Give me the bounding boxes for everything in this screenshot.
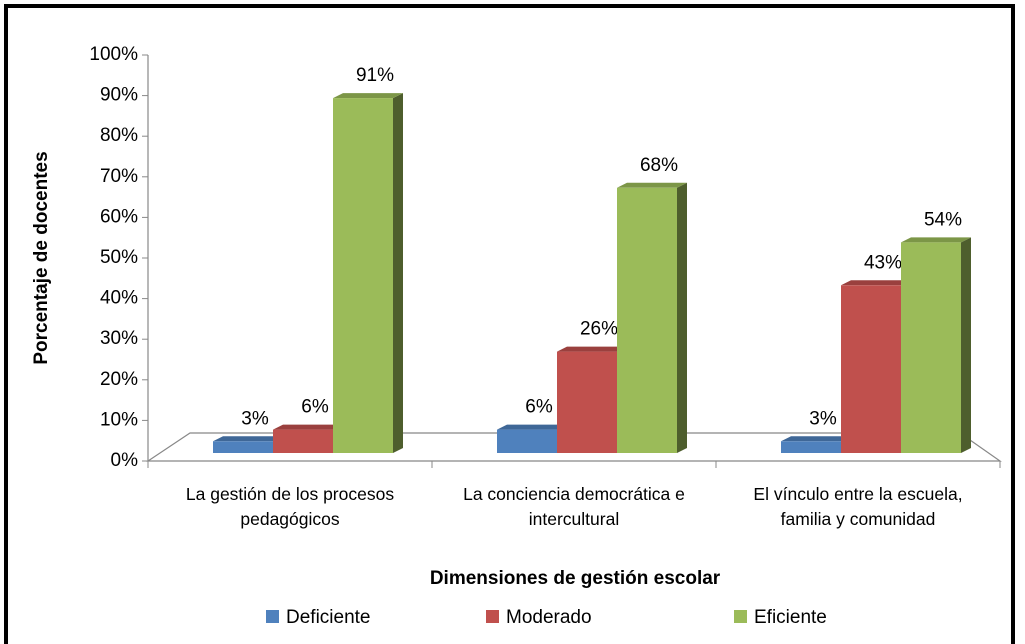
bar: [781, 436, 851, 453]
x-tick-label: La conciencia democrática e intercultura…: [463, 484, 685, 529]
legend-swatch: [734, 610, 747, 623]
bar: [557, 346, 627, 453]
bar: [333, 93, 403, 453]
bar: [273, 424, 343, 453]
x-tick-label: El vínculo entre la escuela, familia y c…: [753, 484, 963, 529]
legend-label: Eficiente: [754, 607, 827, 628]
data-label: 43%: [864, 252, 902, 273]
y-tick-label: 20%: [100, 369, 138, 390]
y-tick-label: 90%: [100, 85, 138, 106]
legend-swatch: [266, 610, 279, 623]
data-label: 91%: [356, 65, 394, 86]
x-axis-title: Dimensiones de gestión escolar: [430, 568, 721, 589]
data-label: 26%: [580, 319, 618, 340]
data-label: 6%: [301, 397, 329, 418]
data-label: 68%: [640, 155, 678, 176]
legend-label: Deficiente: [286, 607, 371, 628]
y-tick-label: 80%: [100, 125, 138, 146]
frame: [4, 4, 1015, 644]
y-tick-label: 30%: [100, 328, 138, 349]
bar: [617, 182, 687, 454]
bar: [841, 280, 911, 453]
y-tick-label: 10%: [100, 409, 138, 430]
y-tick-label: 50%: [100, 247, 138, 268]
legend-label: Moderado: [506, 607, 592, 628]
y-tick-label: 70%: [100, 166, 138, 187]
data-label: 6%: [525, 397, 553, 418]
data-label: 54%: [924, 209, 962, 230]
y-tick-label: 60%: [100, 206, 138, 227]
legend-swatch: [486, 610, 499, 623]
bar: [213, 436, 283, 453]
y-tick-label: 40%: [100, 288, 138, 309]
y-tick-label: 0%: [111, 450, 139, 471]
data-label: 3%: [809, 408, 837, 429]
y-axis-title: Porcentaje de docentes: [31, 151, 52, 364]
bar: [901, 237, 971, 453]
bar: [497, 424, 567, 453]
x-tick-label: La gestión de los procesos pedagógicos: [185, 484, 395, 529]
data-label: 3%: [241, 408, 269, 429]
y-tick-label: 100%: [89, 44, 138, 65]
